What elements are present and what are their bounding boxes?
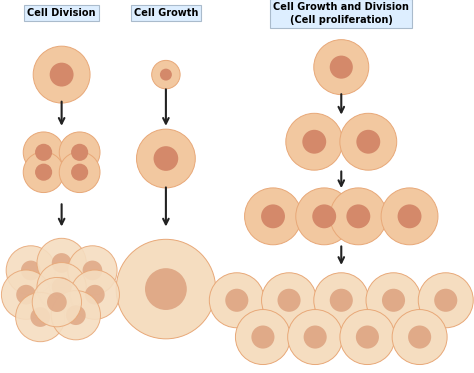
Ellipse shape xyxy=(152,60,180,89)
Ellipse shape xyxy=(85,285,105,304)
Ellipse shape xyxy=(245,188,301,245)
Ellipse shape xyxy=(32,278,82,327)
Text: Cell Growth: Cell Growth xyxy=(134,8,198,18)
Ellipse shape xyxy=(30,307,50,327)
Ellipse shape xyxy=(68,246,117,295)
Ellipse shape xyxy=(261,204,285,228)
Ellipse shape xyxy=(59,152,100,192)
Ellipse shape xyxy=(398,204,421,228)
Ellipse shape xyxy=(340,113,397,170)
Ellipse shape xyxy=(33,46,90,103)
Ellipse shape xyxy=(35,164,52,181)
Ellipse shape xyxy=(71,144,88,161)
Ellipse shape xyxy=(52,253,72,273)
Ellipse shape xyxy=(330,188,387,245)
Ellipse shape xyxy=(262,273,317,328)
Ellipse shape xyxy=(51,291,100,340)
Ellipse shape xyxy=(35,144,52,161)
Ellipse shape xyxy=(408,326,431,349)
Ellipse shape xyxy=(70,270,119,319)
Ellipse shape xyxy=(251,326,274,349)
Ellipse shape xyxy=(210,273,264,328)
Ellipse shape xyxy=(23,132,64,173)
Ellipse shape xyxy=(288,310,343,364)
Ellipse shape xyxy=(66,305,86,325)
Ellipse shape xyxy=(304,326,327,349)
Ellipse shape xyxy=(346,204,370,228)
Ellipse shape xyxy=(356,326,379,349)
Ellipse shape xyxy=(296,188,353,245)
Ellipse shape xyxy=(277,289,301,312)
Ellipse shape xyxy=(154,146,178,171)
Ellipse shape xyxy=(381,188,438,245)
Ellipse shape xyxy=(314,40,369,95)
Ellipse shape xyxy=(116,239,216,339)
Ellipse shape xyxy=(37,238,86,288)
Ellipse shape xyxy=(236,310,291,364)
Ellipse shape xyxy=(225,289,248,312)
Ellipse shape xyxy=(330,56,353,79)
Ellipse shape xyxy=(418,273,473,328)
Text: Cell Growth and Division
(Cell proliferation): Cell Growth and Division (Cell prolifera… xyxy=(273,2,409,25)
Ellipse shape xyxy=(21,261,41,280)
Ellipse shape xyxy=(356,130,380,154)
Ellipse shape xyxy=(71,164,88,181)
Ellipse shape xyxy=(302,130,326,154)
Ellipse shape xyxy=(160,69,172,81)
Ellipse shape xyxy=(6,246,55,295)
Ellipse shape xyxy=(286,113,343,170)
Ellipse shape xyxy=(340,310,395,364)
Ellipse shape xyxy=(434,289,457,312)
Ellipse shape xyxy=(37,263,86,312)
Ellipse shape xyxy=(314,273,369,328)
Ellipse shape xyxy=(366,273,421,328)
Ellipse shape xyxy=(137,129,195,188)
Ellipse shape xyxy=(47,292,67,312)
Ellipse shape xyxy=(1,270,51,319)
Ellipse shape xyxy=(16,285,36,304)
Ellipse shape xyxy=(145,268,187,310)
Ellipse shape xyxy=(330,289,353,312)
Ellipse shape xyxy=(16,292,65,342)
Ellipse shape xyxy=(392,310,447,364)
Ellipse shape xyxy=(59,132,100,173)
Ellipse shape xyxy=(52,278,72,297)
Ellipse shape xyxy=(382,289,405,312)
Ellipse shape xyxy=(50,63,73,87)
Ellipse shape xyxy=(23,152,64,192)
Text: Cell Division: Cell Division xyxy=(27,8,96,18)
Ellipse shape xyxy=(82,261,102,280)
Ellipse shape xyxy=(312,204,336,228)
